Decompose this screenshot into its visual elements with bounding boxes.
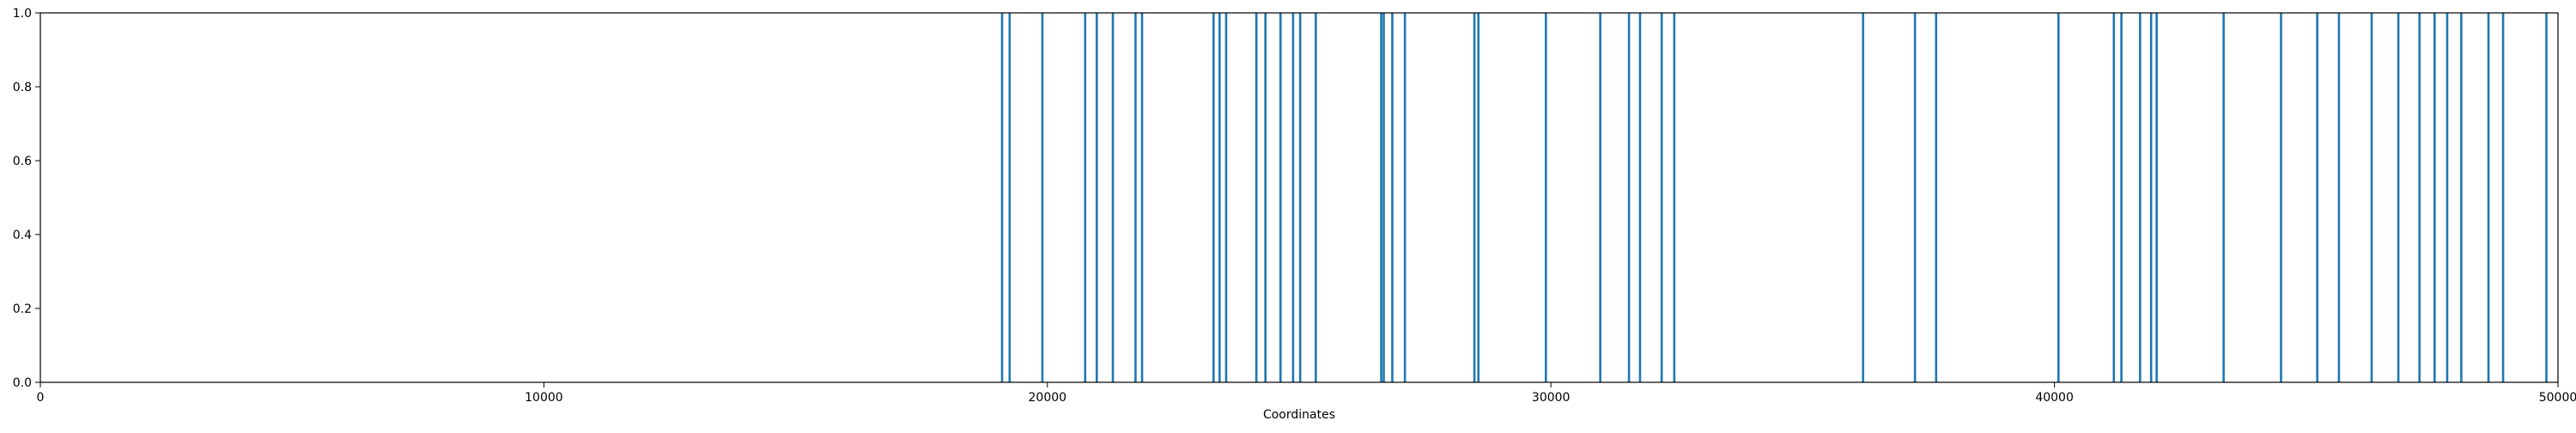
y-tick-label: 0.6 — [13, 155, 32, 168]
bar — [1862, 13, 1865, 382]
bar — [1218, 13, 1221, 382]
bar — [2397, 13, 2400, 382]
bar — [2120, 13, 2123, 382]
bar — [2501, 13, 2505, 382]
x-axis: 0 10000 20000 30000 40000 50000 — [37, 382, 2576, 405]
bar — [1660, 13, 1663, 382]
x-tick-label: 50000 — [2539, 391, 2576, 405]
bar — [2112, 13, 2116, 382]
bar — [1673, 13, 1676, 382]
bar — [1473, 13, 1476, 382]
y-tick-label: 0.0 — [13, 376, 32, 390]
bar — [1264, 13, 1267, 382]
bar — [1212, 13, 1215, 382]
bar — [1140, 13, 1144, 382]
x-tick-label: 0 — [37, 391, 45, 405]
bar — [2057, 13, 2060, 382]
bar — [2433, 13, 2436, 382]
bar — [1545, 13, 1547, 382]
bar — [1380, 13, 1382, 382]
bar — [2370, 13, 2373, 382]
bar — [2138, 13, 2142, 382]
bar — [1391, 13, 1394, 382]
bar — [1913, 13, 1917, 382]
x-tick-label: 30000 — [1532, 391, 1571, 405]
bar — [2316, 13, 2318, 382]
bar — [1627, 13, 1631, 382]
plot-frame — [39, 12, 2559, 383]
x-tick-label: 20000 — [1029, 391, 1067, 405]
y-tick-label: 0.4 — [13, 229, 32, 242]
bar — [2460, 13, 2463, 382]
bar — [2545, 13, 2548, 382]
y-axis: 0.0 0.2 0.4 0.6 0.8 1.0 — [13, 7, 40, 390]
bar — [2280, 13, 2282, 382]
bar — [2418, 13, 2421, 382]
bar — [1599, 13, 1601, 382]
bar — [1638, 13, 1642, 382]
bar — [1315, 13, 1317, 382]
x-tick-label: 10000 — [525, 391, 563, 405]
bar — [1111, 13, 1115, 382]
bar — [2445, 13, 2449, 382]
bar — [2149, 13, 2153, 382]
bar — [1008, 13, 1012, 382]
bar — [2155, 13, 2158, 382]
x-axis-label: Coordinates — [1263, 408, 1335, 422]
y-tick-label: 0.8 — [13, 81, 32, 95]
bar — [1279, 13, 1282, 382]
bar — [2222, 13, 2225, 382]
bars — [1000, 13, 2548, 382]
bar — [1084, 13, 1087, 382]
bar — [1382, 13, 1385, 382]
bar — [1041, 13, 1044, 382]
bar — [1000, 13, 1004, 382]
bar — [1224, 13, 1228, 382]
bar — [1935, 13, 1938, 382]
bar — [1134, 13, 1137, 382]
bar — [2337, 13, 2341, 382]
bar — [1477, 13, 1480, 382]
bar — [1095, 13, 1098, 382]
y-tick-label: 0.2 — [13, 302, 32, 316]
bar — [1403, 13, 1406, 382]
bar — [2487, 13, 2490, 382]
y-tick-label: 1.0 — [13, 7, 32, 21]
x-tick-label: 40000 — [2035, 391, 2074, 405]
bar — [1255, 13, 1258, 382]
bar — [1298, 13, 1302, 382]
bar — [1291, 13, 1295, 382]
